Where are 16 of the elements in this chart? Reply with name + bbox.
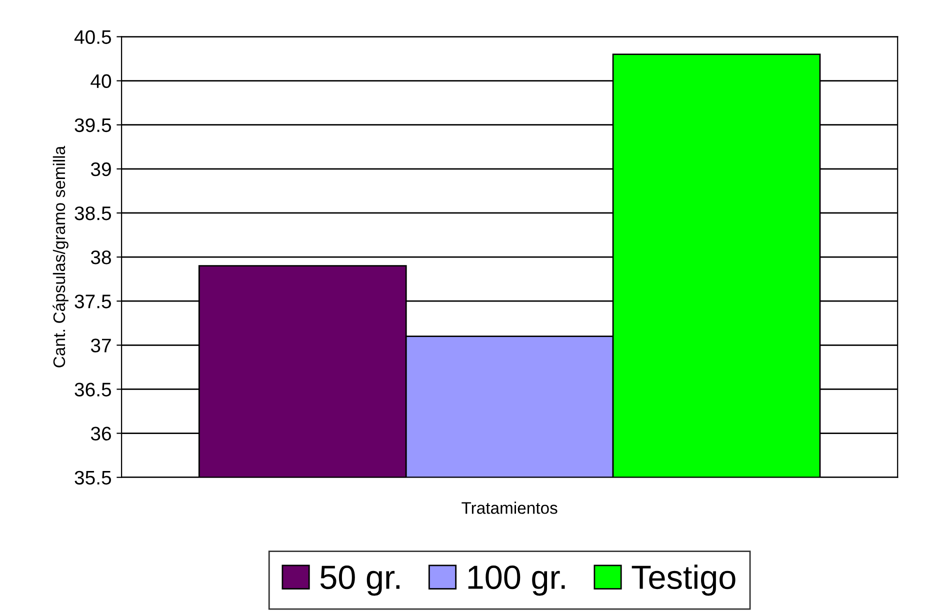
y-tick-label: 35.5 [74, 470, 112, 485]
legend-label: 100 gr. [468, 566, 565, 596]
legend-label: 50 gr. [320, 566, 400, 596]
y-tick-label: 36 [90, 426, 111, 441]
y-tick-label: 37 [90, 338, 111, 352]
y-tick-label: 36.5 [74, 382, 112, 396]
y-tick-label: 38 [90, 250, 111, 264]
y-axis-title: Cant. Cápsulas/gramo semilla [52, 146, 68, 368]
x-axis-title: Tratamientos [462, 502, 558, 514]
y-tick-label: 39 [90, 162, 111, 176]
y-tick-label: 39.5 [74, 118, 112, 132]
legend-label: Testigo [632, 564, 736, 596]
y-tick-label: 40 [90, 74, 112, 88]
y-tick-label: 40.5 [74, 30, 112, 44]
y-tick-label: 37.5 [74, 294, 112, 308]
y-tick-label: 38.5 [74, 206, 112, 220]
